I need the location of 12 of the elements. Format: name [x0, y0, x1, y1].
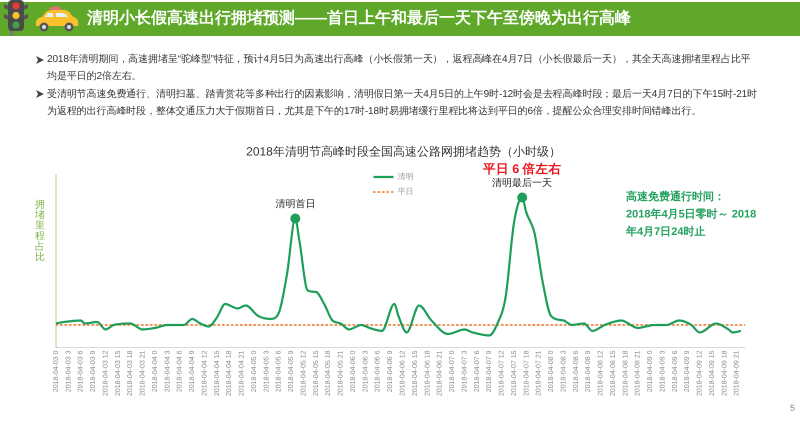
annotation: 清明首日 — [275, 198, 316, 210]
annotation: 高速免费通行时间： 2018年4月5日零时～ 2018年4月7日24时止 — [625, 190, 756, 238]
annotation: 清明最后一天 — [492, 177, 552, 190]
text: 受清明节高速免费通行、清明扫墓、踏青赏花等多种出行的因素影响，清明假日第一天4月5日的上午9时-12时会是去程高峰时段；最后一天4月7日的下午15时-21时为返程的出行高峰时段，整体交通压力大于假期首日，尤其是下午的17时-18时易拥堵缓行里程比将达到平日的6倍，提醒公众合理安排时间错峰出行。 — [47, 88, 758, 117]
annotation: 平日 6 倍左右 — [482, 160, 562, 176]
y-axis-title: 拥堵里程占比 — [34, 198, 45, 263]
text: 2018年清明期间，高速拥堵呈“驼峰型”特征，预计4月5日为高速出行高峰（小长假第一天），返程高峰在4月7日（小长假最后一天），其全天高速拥堵里程占比平均是平日的2倍左右。 — [47, 54, 751, 82]
text: 5 — [790, 403, 795, 413]
legend-label: 平日 — [398, 187, 414, 196]
chart-title: 清明小长假高速出行拥堵预测——首日上午和最后一天下午至傍晚为出行高峰 — [87, 8, 631, 29]
legend-label: 清明 — [398, 172, 414, 182]
chart-subtitle: 2018年清明节高峰时段全国高速公路网拥堵趋势（小时级） — [246, 144, 561, 158]
